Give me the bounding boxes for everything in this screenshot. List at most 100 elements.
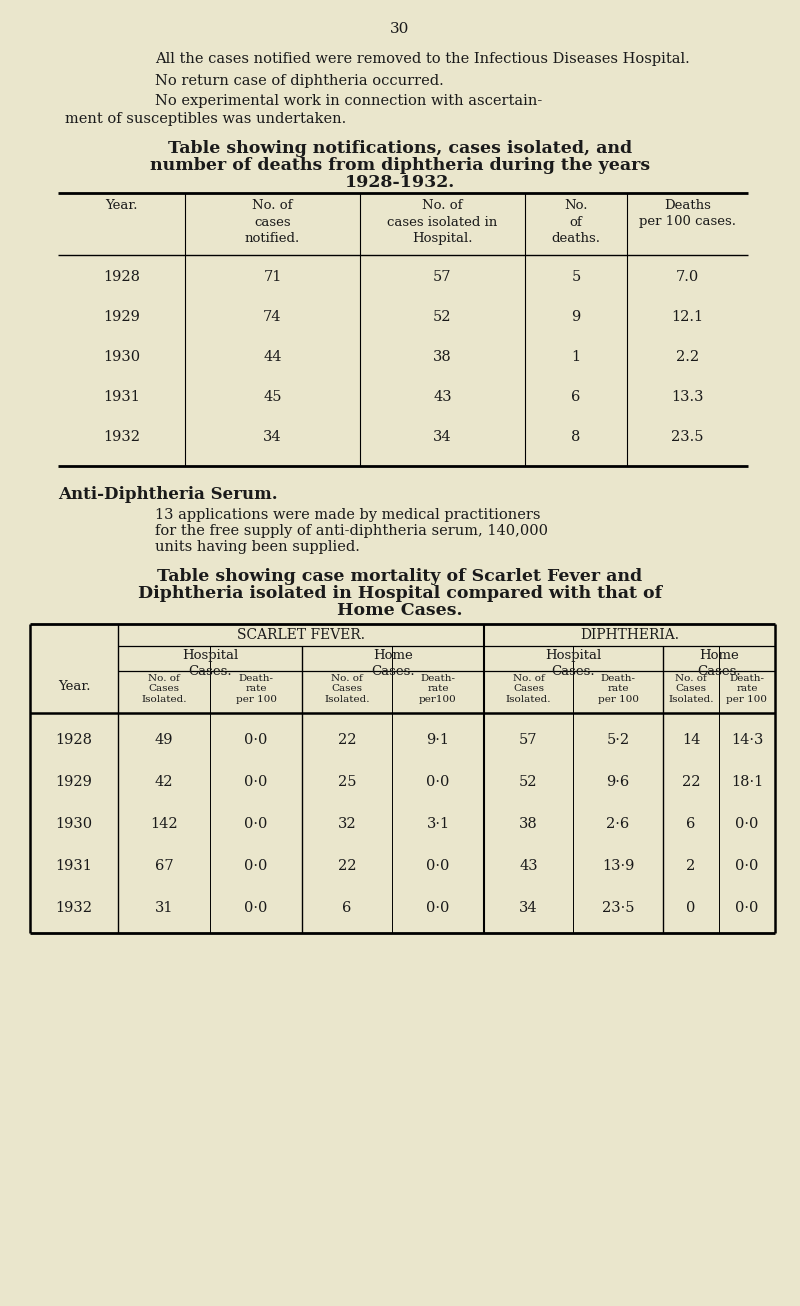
Text: 7.0: 7.0	[676, 270, 699, 283]
Text: 6: 6	[686, 818, 696, 831]
Text: 67: 67	[154, 859, 174, 872]
Text: 3·1: 3·1	[426, 818, 450, 831]
Text: 22: 22	[338, 859, 356, 872]
Text: No. of
cases
notified.: No. of cases notified.	[245, 199, 300, 246]
Text: Death-
rate
per 100: Death- rate per 100	[598, 674, 638, 704]
Text: Table showing notifications, cases isolated, and: Table showing notifications, cases isola…	[168, 140, 632, 157]
Text: 0·0: 0·0	[735, 901, 758, 916]
Text: Home
Cases.: Home Cases.	[371, 649, 415, 678]
Text: 5: 5	[571, 270, 581, 283]
Text: Death-
rate
per 100: Death- rate per 100	[235, 674, 277, 704]
Text: Home Cases.: Home Cases.	[338, 602, 462, 619]
Text: 34: 34	[263, 430, 282, 444]
Text: Diphtheria isolated in Hospital compared with that of: Diphtheria isolated in Hospital compared…	[138, 585, 662, 602]
Text: 2.2: 2.2	[676, 350, 699, 364]
Text: 45: 45	[263, 390, 282, 404]
Text: 0·0: 0·0	[244, 901, 268, 916]
Text: 22: 22	[338, 733, 356, 747]
Text: 12.1: 12.1	[671, 310, 703, 324]
Text: 14: 14	[682, 733, 700, 747]
Text: for the free supply of anti-diphtheria serum, 140,000: for the free supply of anti-diphtheria s…	[155, 524, 548, 538]
Text: 13.3: 13.3	[671, 390, 704, 404]
Text: ment of susceptibles was undertaken.: ment of susceptibles was undertaken.	[65, 112, 346, 125]
Text: 9: 9	[571, 310, 581, 324]
Text: 1930: 1930	[103, 350, 140, 364]
Text: Anti-Diphtheria Serum.: Anti-Diphtheria Serum.	[58, 486, 278, 503]
Text: 49: 49	[154, 733, 174, 747]
Text: Year.: Year.	[106, 199, 138, 212]
Text: 5·2: 5·2	[606, 733, 630, 747]
Text: 52: 52	[434, 310, 452, 324]
Text: 13·9: 13·9	[602, 859, 634, 872]
Text: 0·0: 0·0	[244, 818, 268, 831]
Text: 6: 6	[571, 390, 581, 404]
Text: 74: 74	[263, 310, 282, 324]
Text: 6: 6	[342, 901, 352, 916]
Text: No return case of diphtheria occurred.: No return case of diphtheria occurred.	[155, 74, 444, 88]
Text: number of deaths from diphtheria during the years: number of deaths from diphtheria during …	[150, 157, 650, 174]
Text: DIPHTHERIA.: DIPHTHERIA.	[580, 628, 679, 643]
Text: 2: 2	[686, 859, 696, 872]
Text: 32: 32	[338, 818, 356, 831]
Text: units having been supplied.: units having been supplied.	[155, 539, 360, 554]
Text: 1932: 1932	[55, 901, 93, 916]
Text: 13 applications were made by medical practitioners: 13 applications were made by medical pra…	[155, 508, 541, 522]
Text: 34: 34	[433, 430, 452, 444]
Text: Death-
rate
per100: Death- rate per100	[419, 674, 457, 704]
Text: 0·0: 0·0	[244, 733, 268, 747]
Text: 57: 57	[434, 270, 452, 283]
Text: 71: 71	[263, 270, 282, 283]
Text: Death-
rate
per 100: Death- rate per 100	[726, 674, 767, 704]
Text: Year.: Year.	[58, 680, 90, 693]
Text: No. of
Cases
Isolated.: No. of Cases Isolated.	[668, 674, 714, 704]
Text: 43: 43	[519, 859, 538, 872]
Text: 142: 142	[150, 818, 178, 831]
Text: 42: 42	[154, 774, 174, 789]
Text: 44: 44	[263, 350, 282, 364]
Text: 43: 43	[433, 390, 452, 404]
Text: 1931: 1931	[103, 390, 140, 404]
Text: 8: 8	[571, 430, 581, 444]
Text: All the cases notified were removed to the Infectious Diseases Hospital.: All the cases notified were removed to t…	[155, 52, 690, 67]
Text: 0: 0	[686, 901, 696, 916]
Text: 2·6: 2·6	[606, 818, 630, 831]
Text: No experimental work in connection with ascertain-: No experimental work in connection with …	[155, 94, 542, 108]
Text: SCARLET FEVER.: SCARLET FEVER.	[237, 628, 365, 643]
Text: 25: 25	[338, 774, 356, 789]
Text: 14·3: 14·3	[731, 733, 763, 747]
Text: 34: 34	[519, 901, 538, 916]
Text: 38: 38	[519, 818, 538, 831]
Text: 22: 22	[682, 774, 700, 789]
Text: 18·1: 18·1	[731, 774, 763, 789]
Text: No. of
Cases
Isolated.: No. of Cases Isolated.	[324, 674, 370, 704]
Text: 1929: 1929	[55, 774, 93, 789]
Text: 9·1: 9·1	[426, 733, 450, 747]
Text: Hospital
Cases.: Hospital Cases.	[182, 649, 238, 678]
Text: 1928-1932.: 1928-1932.	[345, 174, 455, 191]
Text: 0·0: 0·0	[426, 901, 450, 916]
Text: No. of
Cases
Isolated.: No. of Cases Isolated.	[506, 674, 551, 704]
Text: 0·0: 0·0	[244, 859, 268, 872]
Text: 30: 30	[390, 22, 410, 37]
Text: 9·6: 9·6	[606, 774, 630, 789]
Text: 1929: 1929	[103, 310, 140, 324]
Text: 52: 52	[519, 774, 538, 789]
Text: 1: 1	[571, 350, 581, 364]
Text: 1928: 1928	[103, 270, 140, 283]
Text: 1928: 1928	[55, 733, 93, 747]
Text: No.
of
deaths.: No. of deaths.	[551, 199, 601, 246]
Text: 0·0: 0·0	[426, 774, 450, 789]
Text: 1932: 1932	[103, 430, 140, 444]
Text: 1930: 1930	[55, 818, 93, 831]
Text: 38: 38	[433, 350, 452, 364]
Text: 0·0: 0·0	[426, 859, 450, 872]
Text: 0·0: 0·0	[735, 818, 758, 831]
Text: 23·5: 23·5	[602, 901, 634, 916]
Text: 1931: 1931	[55, 859, 93, 872]
Text: 0·0: 0·0	[735, 859, 758, 872]
Text: Home
Cases.: Home Cases.	[697, 649, 741, 678]
Text: Table showing case mortality of Scarlet Fever and: Table showing case mortality of Scarlet …	[158, 568, 642, 585]
Text: Hospital
Cases.: Hospital Cases.	[546, 649, 602, 678]
Text: No. of
Cases
Isolated.: No. of Cases Isolated.	[142, 674, 186, 704]
Text: No. of
cases isolated in
Hospital.: No. of cases isolated in Hospital.	[387, 199, 498, 246]
